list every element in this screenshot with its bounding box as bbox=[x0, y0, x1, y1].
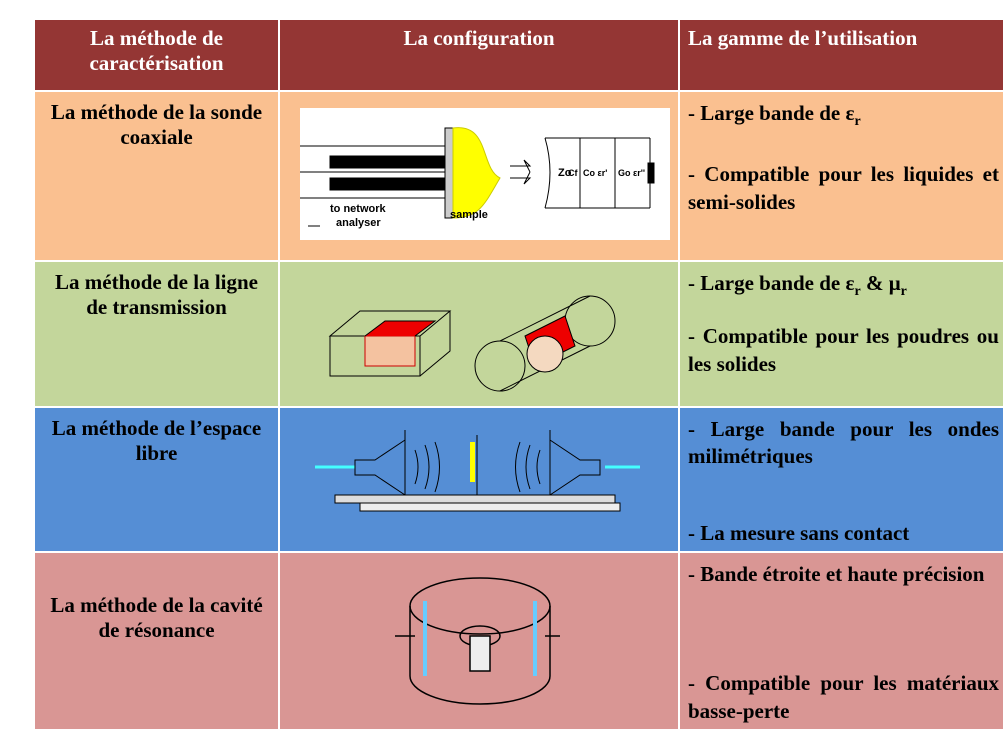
header-row: La méthode de caractérisation La configu… bbox=[35, 20, 1003, 92]
usage-text: - Large bande de ε bbox=[688, 101, 855, 125]
usage-text: - Large bande de ε bbox=[688, 271, 855, 295]
header-cell: La gamme de l’utilisation bbox=[688, 26, 918, 50]
usage: - Large bande de εr & μr - Compatible pou… bbox=[680, 262, 1003, 406]
table: La méthode de caractérisation La configu… bbox=[35, 20, 1003, 729]
row: La méthode de la ligne de transmission -… bbox=[35, 262, 1003, 408]
figure-label: Co εr' bbox=[583, 168, 607, 178]
figure-label: Cf bbox=[568, 168, 578, 178]
figure-coaxial: to network analyser sample Zo Cf Co εr' … bbox=[300, 108, 670, 240]
usage-text: - Large bande pour les ondes milimétriqu… bbox=[688, 417, 999, 469]
usage-paragraph: - Large bande de εr & μr bbox=[688, 270, 999, 301]
figure-transmission bbox=[328, 295, 616, 392]
subscript: r bbox=[900, 284, 907, 300]
usage-text: - La mesure sans contact bbox=[688, 520, 910, 545]
usage: - Bande étroite et haute précision - Comp… bbox=[680, 553, 1003, 729]
configuration bbox=[280, 408, 680, 551]
figure-label: analyser bbox=[336, 217, 381, 229]
figure-cavity bbox=[395, 577, 560, 705]
usage-paragraph: - Compatible pour les matériaux basse-pe… bbox=[688, 670, 999, 725]
usage-paragraph: - Compatible pour les liquides et semi-s… bbox=[688, 161, 999, 216]
row: La méthode de la sonde coaxiale to netwo… bbox=[35, 92, 1003, 262]
usage-text: - Compatible pour les liquides et semi-s… bbox=[688, 162, 999, 214]
configuration: to network analyser sample Zo Cf Co εr' … bbox=[280, 92, 680, 260]
usage-paragraph: - La mesure sans contact bbox=[688, 520, 999, 547]
method: La méthode de la ligne de transmission bbox=[35, 262, 280, 406]
subscript: r bbox=[854, 114, 861, 130]
figure-label: sample bbox=[450, 209, 488, 221]
figure-label: Zo bbox=[558, 167, 572, 179]
usage-text: - Bande étroite et haute précision bbox=[688, 562, 985, 586]
figure-label: Go εr'' bbox=[618, 168, 645, 178]
row: La méthode de la cavité de résonance - B… bbox=[35, 553, 1003, 729]
header-cell: La méthode de caractérisation bbox=[35, 20, 280, 90]
usage-text: - Compatible pour les matériaux basse-pe… bbox=[688, 671, 999, 723]
subscript: r bbox=[854, 284, 861, 300]
row: La méthode de l’espace libre - Large ban… bbox=[35, 408, 1003, 553]
usage-paragraph: - Bande étroite et haute précision bbox=[688, 561, 999, 588]
usage-paragraph: - Large bande pour les ondes milimétriqu… bbox=[688, 416, 999, 471]
usage-paragraph: - Compatible pour les poudres ou les sol… bbox=[688, 323, 999, 378]
usage-paragraph: - Large bande de εr bbox=[688, 100, 999, 131]
figure-label: to network bbox=[330, 203, 386, 215]
usage-text: - Compatible pour les poudres ou les sol… bbox=[688, 324, 999, 376]
method: La méthode de l’espace libre bbox=[35, 408, 280, 551]
method: La méthode de la sonde coaxiale bbox=[35, 92, 280, 260]
configuration bbox=[280, 553, 680, 729]
usage: - Large bande pour les ondes milimétriqu… bbox=[680, 408, 1003, 551]
header-cell: La configuration bbox=[280, 20, 680, 90]
configuration bbox=[280, 262, 680, 406]
usage-text: & μ bbox=[860, 271, 901, 295]
figure-free-space bbox=[315, 430, 640, 512]
method: La méthode de la cavité de résonance bbox=[35, 553, 280, 729]
usage: - Large bande de εr - Compatible pour les… bbox=[680, 92, 1003, 260]
